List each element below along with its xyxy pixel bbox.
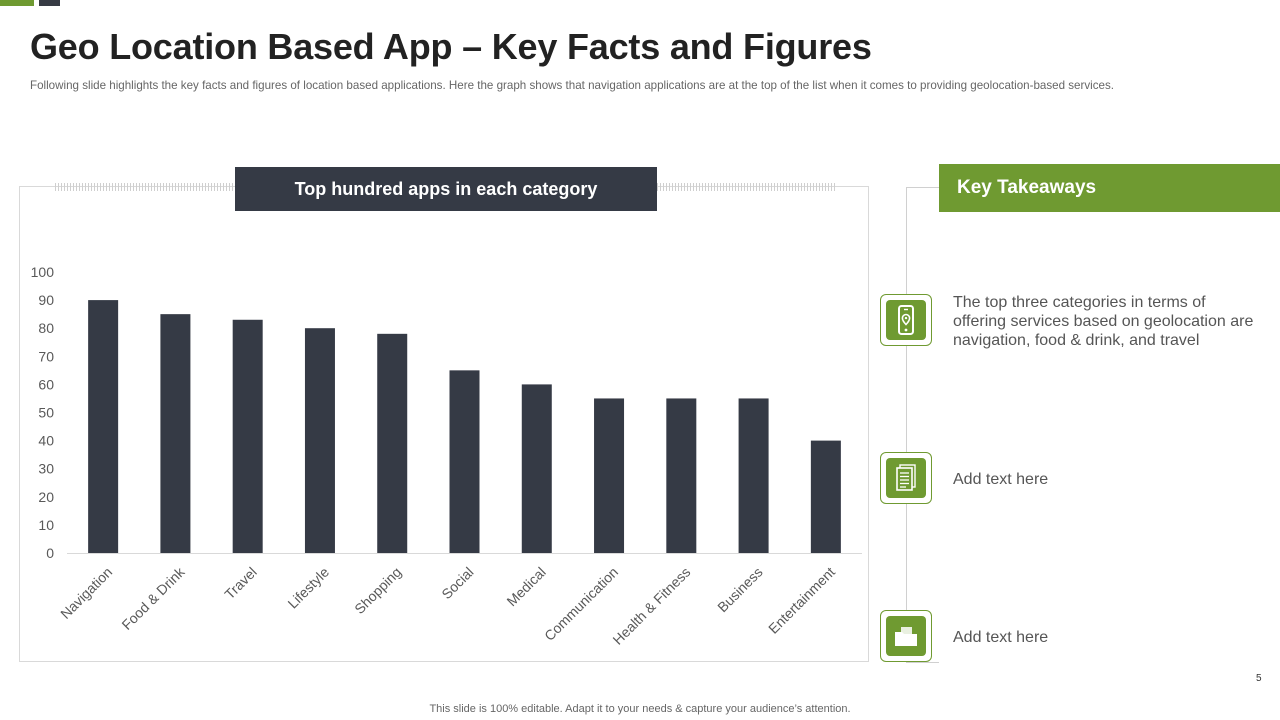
takeaways-connector [906,187,939,663]
bar-business [738,398,769,553]
y-tick-label: 90 [38,292,54,308]
folder-icon [895,627,917,646]
takeaway-1-text: The top three categories in terms of off… [953,294,1254,349]
y-tick-label: 60 [38,376,54,392]
key-takeaways-title: Key Takeaways [939,164,1280,212]
y-tick-label: 50 [38,405,54,421]
bar-medical [521,384,552,553]
chart-header-hatch-left [55,183,235,191]
bar-communication [594,398,625,553]
x-tick-label: Medical [503,564,548,609]
page-subtitle: Following slide highlights the key facts… [30,79,1115,92]
y-tick-label: 10 [38,517,54,533]
takeaway-3-text: Add text here [953,629,1049,646]
y-tick-label: 0 [46,545,54,561]
bar-navigation [88,300,119,553]
takeaway-1-icon-frame [880,294,932,346]
bar-entertainment [810,440,841,553]
page-title: Geo Location Based App – Key Facts and F… [30,26,872,67]
bar-shopping [377,333,408,553]
x-tick-label: Navigation [57,564,115,622]
bar-health-fitness [666,398,697,553]
x-tick-label: Social [438,564,476,602]
y-tick-label: 80 [38,320,54,336]
x-tick-label: Lifestyle [284,564,332,612]
x-tick-label: Food & Drink [118,563,188,633]
takeaway-2-text: Add text here [953,471,1049,488]
y-tick-label: 40 [38,433,54,449]
corner-accent-dark [39,0,60,6]
x-tick-label: Travel [221,564,259,602]
y-tick-label: 30 [38,461,54,477]
x-tick-label: Business [714,564,765,615]
chart-header-hatch-right [657,183,835,191]
chart-title: Top hundred apps in each category [235,167,657,211]
y-tick-label: 20 [38,489,54,505]
takeaway-2-icon-frame [880,452,932,504]
document-icon [896,464,916,491]
footer-note: This slide is 100% editable. Adapt it to… [429,703,851,715]
x-tick-label: Communication [541,564,621,644]
y-tick-label: 70 [38,348,54,364]
corner-accent-green [0,0,34,6]
bar-travel [232,319,263,553]
bar-food-drink [160,314,191,553]
x-tick-label: Entertainment [765,564,838,637]
y-tick-label: 100 [31,264,55,280]
bar-social [449,370,480,553]
bar-lifestyle [304,328,335,553]
page-number: 5 [1256,673,1262,684]
smartphone-location-icon [898,305,914,335]
x-tick-label: Shopping [351,564,404,617]
x-tick-label: Health & Fitness [609,564,693,648]
takeaway-3-icon-frame [880,610,932,662]
